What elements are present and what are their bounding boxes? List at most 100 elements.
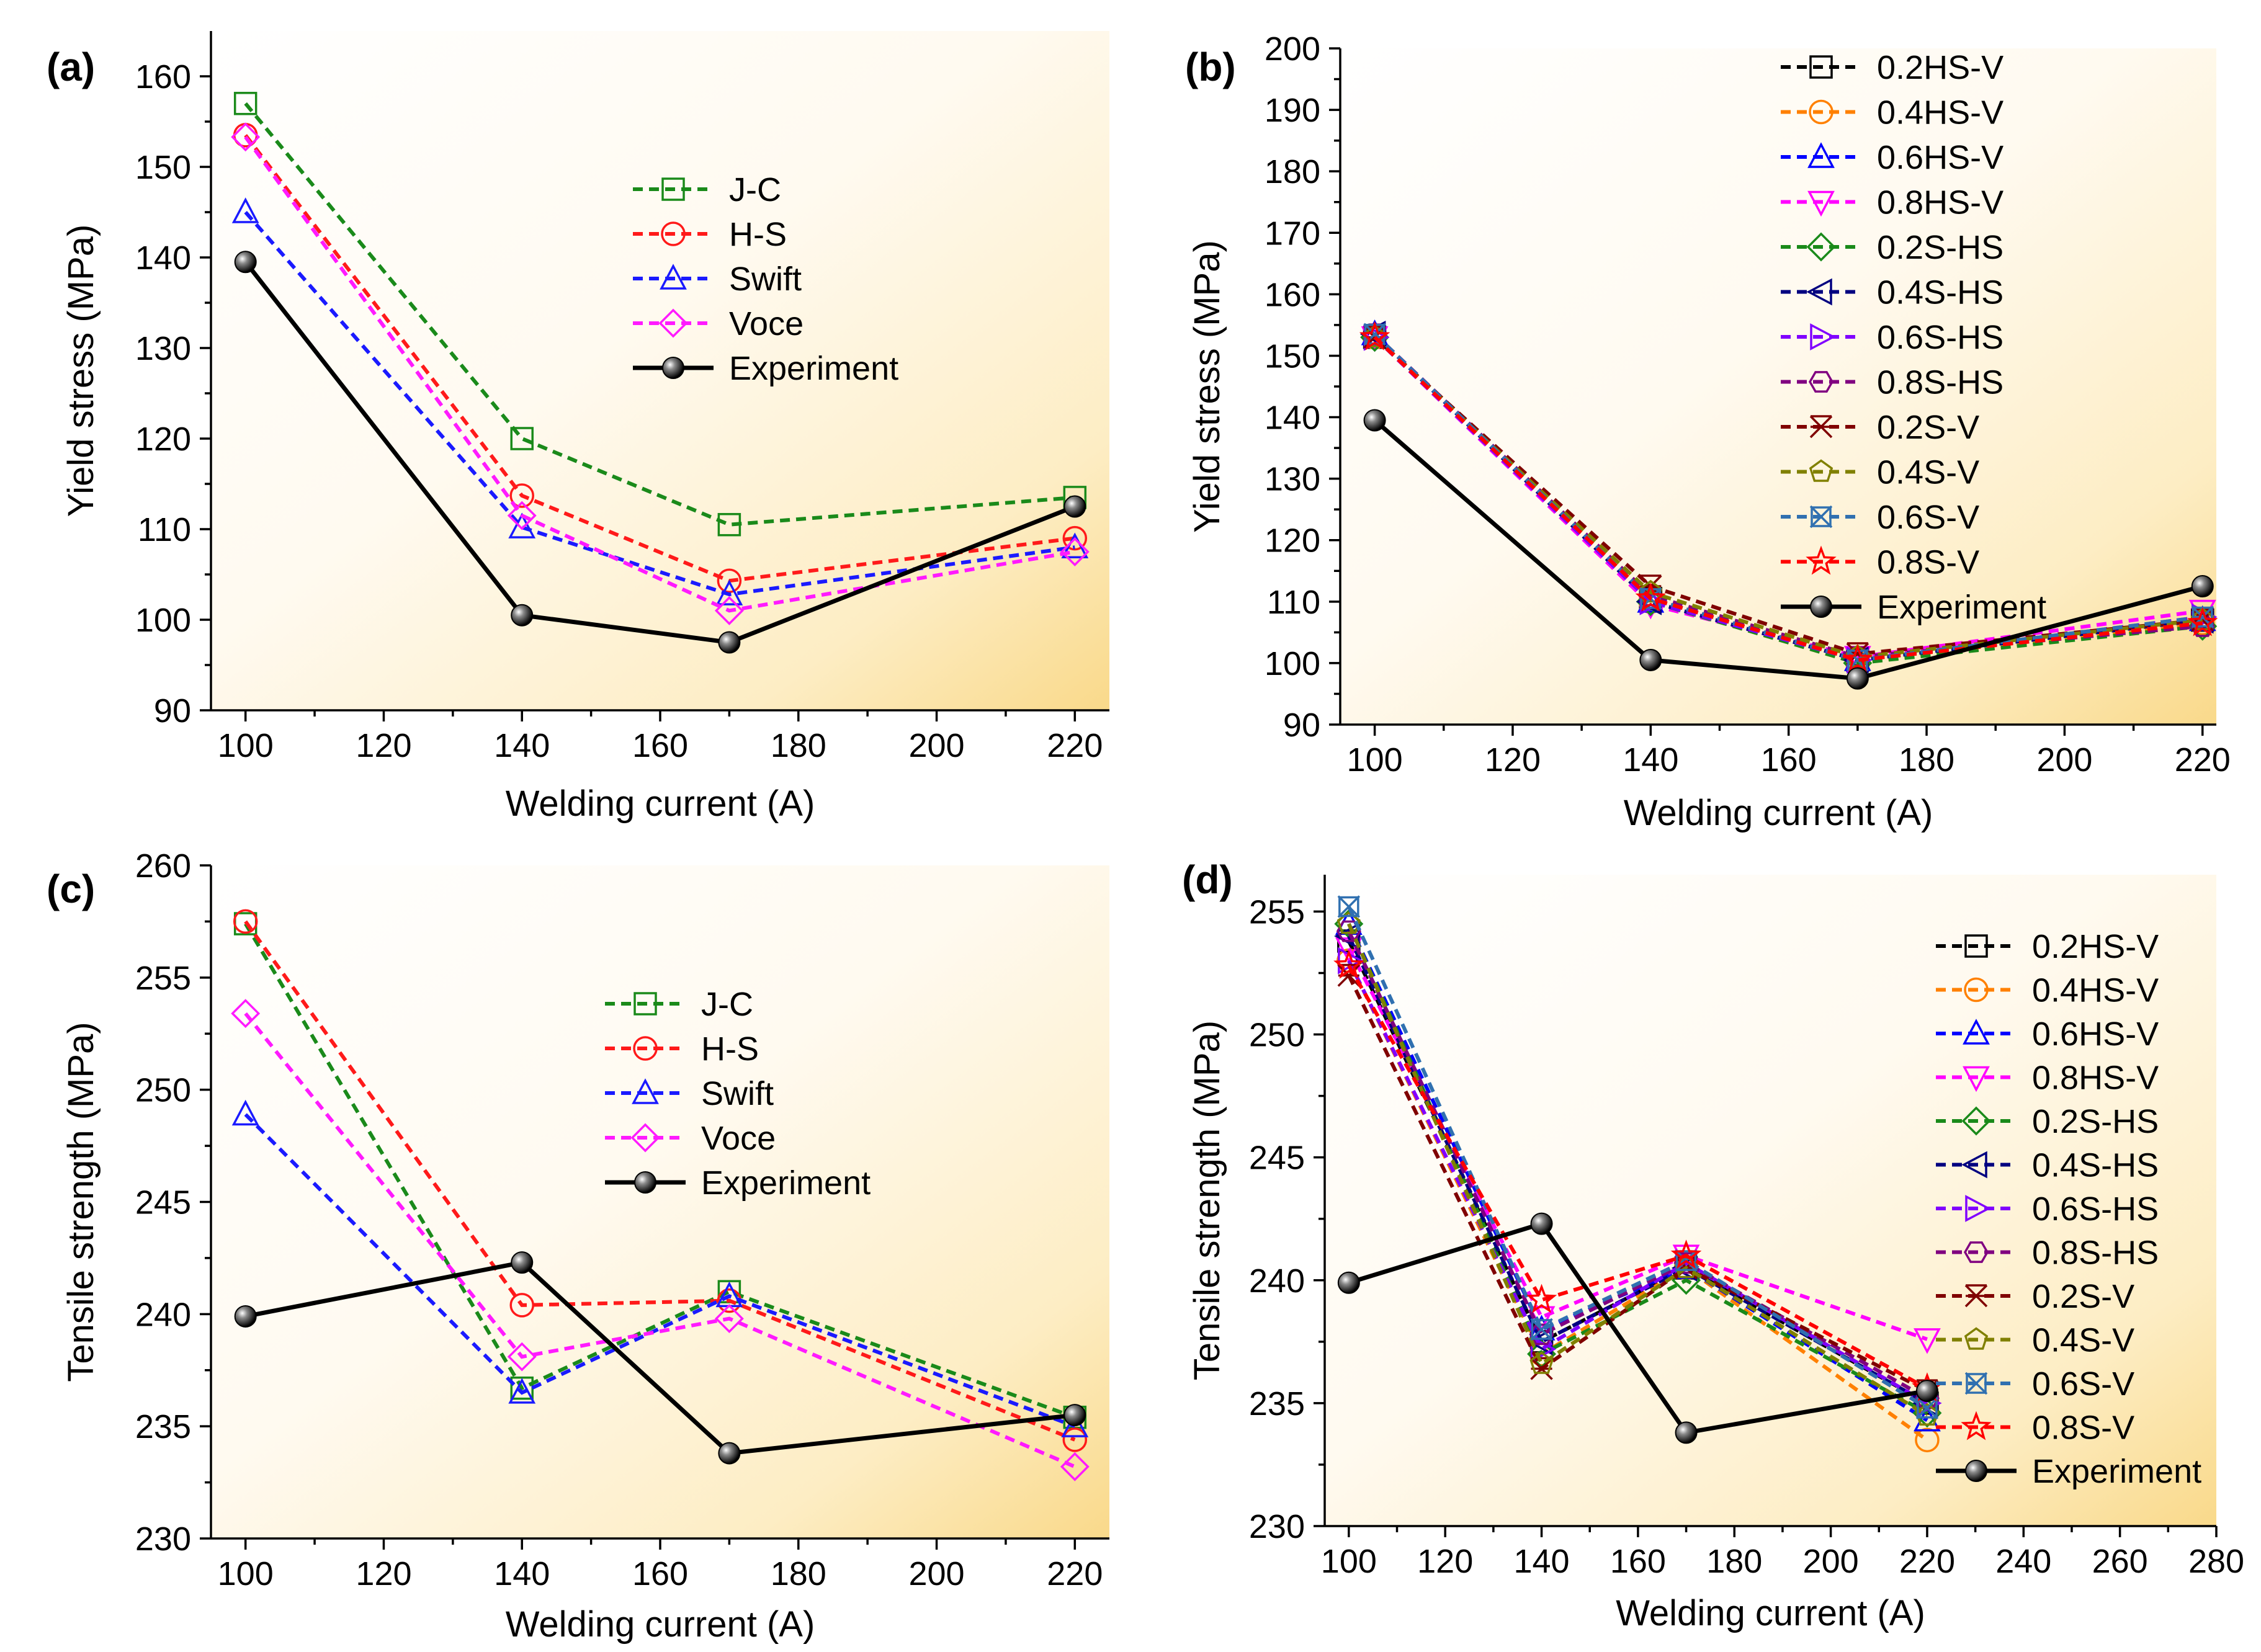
panel-b-x-tick-label: 160 [1761,741,1817,779]
panel-a-point-voce-100 [231,122,261,152]
panel-b-point-experiment-100 [1363,409,1386,432]
panel-c-point-experiment-170 [718,1442,741,1465]
panel-d-x-tick-label: 140 [1513,1543,1569,1580]
panel-c-label: (c) [47,867,95,911]
panel-b-legend-item-0-4s-v: 0.4S-V [1781,454,1979,491]
panel-d-line-0-6hs-v [1347,922,1928,1422]
panel-b-y-axis-title: Yield stress (MPa) [1187,240,1227,533]
panel-c-x-tick-label: 140 [494,1555,550,1592]
panel-a-series-experiment [234,251,1086,654]
panel-d-x-tick-label: 240 [1995,1543,2051,1580]
panel-d-legend-item-0-8s-hs: 0.8S-HS [1936,1235,2159,1272]
panel-c-point-experiment-100 [234,1305,257,1328]
panel-c-x-tick-label: 160 [632,1555,688,1592]
panel-b-legend-marker-0-2hs-v [1809,55,1833,79]
panel-a-line-j-c [244,102,1075,527]
panel-d-point-0-8s-v-140 [1526,1284,1557,1313]
panel-a-line-voce [244,136,1075,613]
panel-b-legend-item-0-4s-hs: 0.4S-HS [1781,274,2004,311]
panel-d-y-tick-label: 240 [1249,1262,1305,1300]
panel-a-point-j-c-170 [717,512,741,537]
panel-a-legend-label: J-C [729,171,781,208]
panel-d-point-0-6s-v-100 [1337,895,1361,918]
panel-c-point-experiment-140 [511,1251,534,1274]
panel-d-legend-marker-0-2hs-v [1964,934,1988,958]
panel-b-legend-label: 0.2S-V [1877,409,1979,446]
panel-c-point-experiment-220 [1063,1404,1086,1427]
panel-c-legend-label: H-S [701,1030,759,1068]
panel-a-legend-item-experiment: Experiment [633,350,898,387]
panel-c-y-tick-label: 245 [135,1184,191,1221]
panel-c-plot-area [211,865,1109,1538]
panel-a-x-tick-label: 160 [632,727,688,764]
panel-d-point-0-4s-hs-100 [1334,922,1360,950]
panel-a-legend-marker-swift [660,264,687,290]
panel-c-point-voce-140 [507,1342,537,1372]
panel-a-point-experiment-220 [1063,495,1086,518]
panel-d-legend-marker-experiment [1965,1460,1987,1482]
panel-b-x-tick-label: 200 [2036,741,2092,779]
panel-a-point-voce-140 [507,501,537,530]
panel-b-x-tick-label: 180 [1899,741,1954,779]
panel-a-legend-label: Voce [729,305,804,342]
panel-b-legend-item-0-2hs-v: 0.2HS-V [1781,49,2004,86]
panel-b-legend-label: 0.4HS-V [1877,94,2004,132]
panel-b-legend-label: 0.8S-V [1877,544,1979,581]
panel-c-point-voce-100 [231,999,261,1029]
panel-a-legend-label: Swift [729,261,802,298]
panel-d-legend-marker-0-6s-v [1964,1372,1988,1395]
panel-b-legend-marker-0-8s-hs [1808,371,1834,393]
panel-a-x-tick-label: 180 [771,727,826,764]
panel-b-series-experiment [1363,409,2214,690]
panel-d-series-experiment [1337,1212,1938,1444]
panel-b-y-tick-label: 130 [1265,461,1320,498]
panel-b-legend-item-0-6hs-v: 0.6HS-V [1781,139,2004,176]
panel-b-x-tick-label: 120 [1485,741,1541,779]
panel-d-y-tick-label: 250 [1249,1017,1305,1054]
panel-c-y-tick-label: 230 [135,1520,191,1558]
panel-b-x-axis-title: Welding current (A) [1624,793,1933,833]
panel-d-line-0-6s-hs [1347,960,1928,1405]
panel-b-legend-label: 0.4S-V [1877,454,1979,491]
panel-d-point-0-4s-hs-140 [1526,1328,1553,1355]
panel-a-y-tick-label: 120 [135,421,191,458]
panel-d-legend-marker-0-4s-hs [1961,1151,1987,1179]
panel-a-point-j-c-100 [233,92,257,115]
panel-a-x-tick-label: 100 [218,727,274,764]
panel-b-legend-marker-0-4s-hs [1806,278,1832,306]
panel-d-line-0-2s-v [1347,975,1928,1393]
panel-a-point-h-s-140 [509,483,534,508]
panel-d-point-experiment-220 [1915,1380,1938,1403]
panel-b-legend-item-0-4hs-v: 0.4HS-V [1781,94,2004,132]
panel-d-legend-marker-0-8hs-v [1963,1066,1990,1092]
panel-d-point-0-8s-v-170 [1670,1239,1702,1269]
panel-a-legend-item-swift: Swift [633,261,802,298]
panel-a-legend-marker-experiment [662,357,684,379]
panel-d-series-0-6s-v [1337,895,1939,1420]
panel-d-legend-label: 0.8S-HS [2032,1235,2159,1272]
panel-b-point-0-8s-v-140 [1635,582,1667,612]
panel-d-line-0-4s-v [1347,923,1928,1418]
panel-d-point-0-8hs-v-220 [1914,1328,1941,1354]
panel-c-point-h-s-140 [509,1293,534,1318]
panel-c-legend-label: J-C [701,986,753,1023]
panel-d-legend-item-0-2s-v: 0.2S-V [1936,1278,2134,1315]
panel-a-legend: J-C H-S Swift Voce Experiment [633,171,898,387]
panel-c-series-experiment [234,1251,1086,1465]
panel-d-legend-marker-0-8s-hs [1963,1241,1989,1263]
panel-b-point-0-8s-v-220 [2187,607,2218,636]
panel-b-x-tick-label: 140 [1623,741,1678,779]
panel-d-point-0-4s-v-140 [1529,1351,1554,1374]
panel-d-legend-item-0-6hs-v: 0.6HS-V [1936,1016,2159,1053]
panel-b-plot-area [1340,48,2216,725]
panel-b-point-experiment-220 [2191,575,2214,598]
panel-c-x-tick-label: 200 [908,1555,964,1592]
panel-b-y-tick-label: 120 [1265,522,1320,560]
panel-b-series-0-8s-v [1359,321,2218,673]
panel-c-line-j-c [244,922,1076,1419]
panel-d-x-tick-label: 180 [1706,1543,1762,1580]
panel-d-legend-label: 0.6S-V [2032,1365,2134,1403]
panel-d-legend-label: Experiment [2032,1453,2201,1490]
panel-a-y-tick-label: 140 [135,239,191,277]
